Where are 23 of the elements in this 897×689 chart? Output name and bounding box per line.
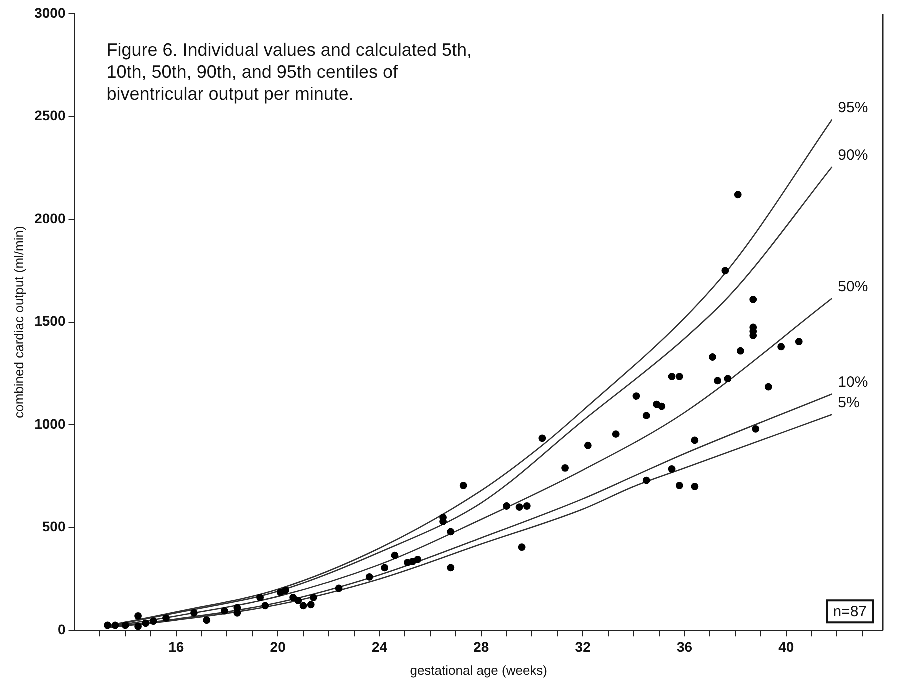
series-label: 50% (838, 278, 868, 296)
y-tick-label: 1000 (34, 416, 66, 432)
x-tick-label: 20 (270, 638, 286, 655)
series-label: 90% (838, 146, 868, 164)
annotation: n=87 (833, 604, 868, 621)
text: Figure 6. Individual values and calculated 5th, 10th, 50th, 90th, and 95th centiles of biventricular output per minute. (106, 40, 472, 104)
series-label: 10% (838, 374, 868, 391)
x-axis-title: gestational age (weeks) (410, 662, 548, 678)
x-tick-label: 32 (575, 638, 592, 655)
x-tick-label: 40 (778, 638, 794, 655)
x-tick-label: 36 (676, 638, 693, 655)
series-label: 95% (838, 99, 868, 116)
series-label: 5% (838, 394, 860, 412)
y-tick-label: 1500 (34, 313, 66, 330)
y-tick-label: 2000 (34, 210, 66, 226)
x-tick-label: 16 (168, 638, 184, 655)
y-tick-label: 2500 (34, 108, 66, 124)
y-tick-label: 3000 (34, 4, 66, 21)
x-tick-label: 28 (474, 638, 490, 655)
y-tick-label: 0 (58, 621, 66, 638)
y-tick-label: 500 (42, 518, 66, 535)
y-axis-title: combined cardiac output (ml/min) (11, 226, 26, 418)
x-tick-label: 24 (372, 638, 388, 655)
